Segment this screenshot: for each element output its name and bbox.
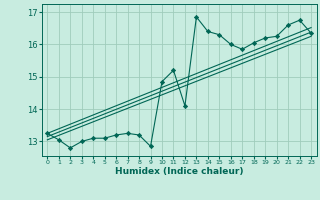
X-axis label: Humidex (Indice chaleur): Humidex (Indice chaleur) (115, 167, 244, 176)
